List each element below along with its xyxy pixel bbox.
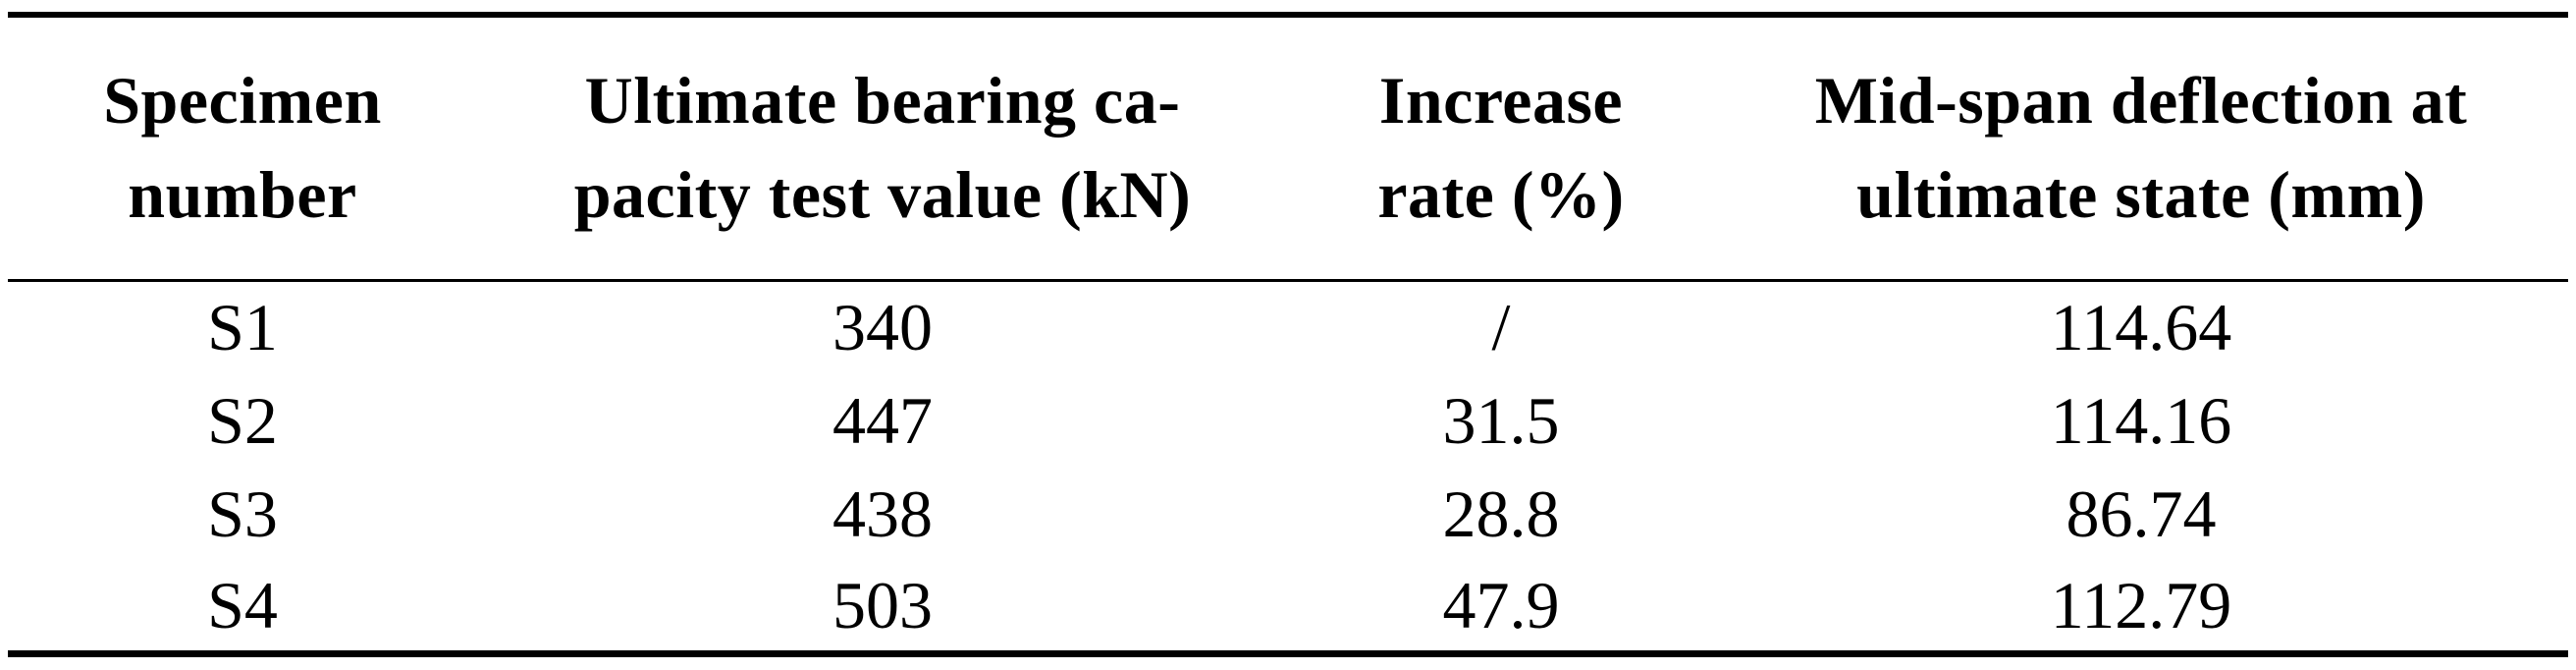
- cell-increase-rate: 28.8: [1442, 475, 1560, 551]
- cell-specimen-number: S2: [207, 382, 278, 458]
- cell-increase-rate: /: [1491, 290, 1511, 365]
- column-header-ultimate-bearing-capacity: Ultimate bearing ca- pacity test value (…: [477, 15, 1288, 282]
- table-row: S3 438 28.8 86.74: [8, 468, 2568, 561]
- column-header-increase-rate: Increase rate (%): [1288, 15, 1714, 282]
- header-row: Specimen number Ultimate bearing ca- pac…: [8, 15, 2568, 282]
- header-line: pacity test value (kN): [573, 157, 1192, 232]
- header-line: rate (%): [1377, 157, 1625, 232]
- cell-specimen-number: S3: [207, 475, 278, 551]
- header-line: Ultimate bearing ca-: [584, 63, 1181, 138]
- table-row: S2 447 31.5 114.16: [8, 374, 2568, 468]
- header-line: Increase: [1378, 63, 1624, 138]
- cell-ultimate-bearing-capacity: 503: [832, 567, 933, 642]
- cell-increase-rate: 31.5: [1442, 382, 1560, 458]
- cell-ultimate-bearing-capacity: 438: [832, 475, 933, 551]
- table-row: S4 503 47.9 112.79: [8, 561, 2568, 654]
- cell-ultimate-bearing-capacity: 447: [832, 382, 933, 458]
- header-line: number: [128, 157, 357, 232]
- cell-mid-span-deflection: 114.16: [2050, 382, 2232, 458]
- header-line: Specimen: [103, 63, 382, 138]
- cell-ultimate-bearing-capacity: 340: [832, 290, 933, 365]
- table-row: S1 340 / 114.64: [8, 281, 2568, 374]
- column-header-specimen-number: Specimen number: [8, 15, 477, 282]
- table-body: S1 340 / 114.64 S2 447 31.5 114.16 S3 43…: [8, 281, 2568, 654]
- cell-mid-span-deflection: 112.79: [2050, 567, 2232, 642]
- cell-specimen-number: S4: [207, 567, 278, 642]
- cell-increase-rate: 47.9: [1442, 567, 1560, 642]
- table-header: Specimen number Ultimate bearing ca- pac…: [8, 15, 2568, 282]
- results-table: Specimen number Ultimate bearing ca- pac…: [8, 12, 2568, 657]
- cell-mid-span-deflection: 114.64: [2050, 290, 2232, 365]
- header-line: ultimate state (mm): [1856, 157, 2426, 232]
- cell-specimen-number: S1: [207, 290, 278, 365]
- cell-mid-span-deflection: 86.74: [2066, 475, 2217, 551]
- column-header-mid-span-deflection: Mid-span deflection at ultimate state (m…: [1714, 15, 2568, 282]
- header-line: Mid-span deflection at: [1814, 63, 2468, 138]
